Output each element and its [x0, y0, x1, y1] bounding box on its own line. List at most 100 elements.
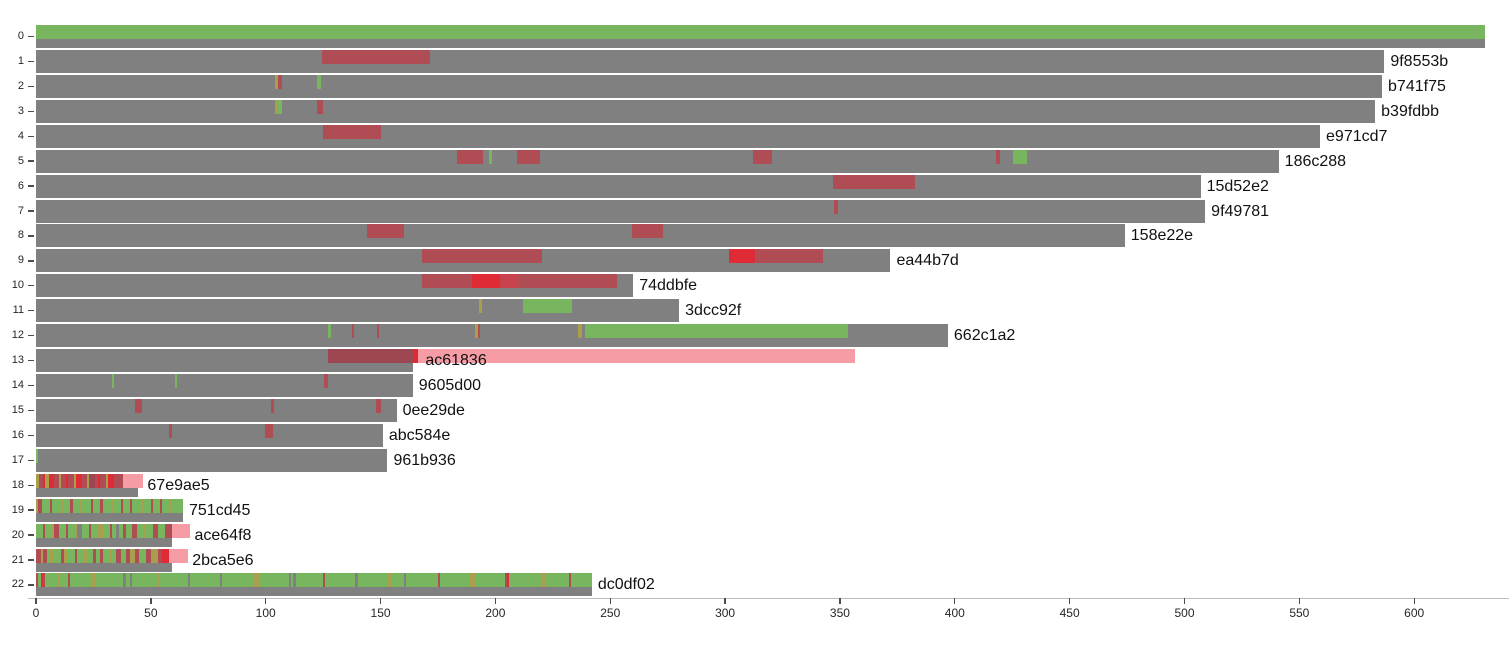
row-segment-red [996, 149, 1000, 164]
row-segment-red [70, 498, 73, 513]
row-segment-red [114, 473, 124, 488]
x-tick-mark [379, 597, 382, 604]
row-segment-green [102, 498, 112, 513]
y-tick-mark [27, 384, 34, 387]
row-segment-green [36, 523, 43, 538]
row-segment-green [41, 498, 50, 513]
y-tick-label: 17 [11, 453, 24, 466]
row-segment-red [324, 374, 328, 389]
x-tick-mark [839, 597, 841, 604]
commit-label: dc0df02 [597, 576, 655, 594]
row-segment-olive [91, 573, 96, 588]
x-tick-mark [494, 597, 497, 604]
row-segment-red [68, 573, 71, 588]
row-segment-crimson [412, 349, 419, 364]
commit-label: 2bca5e6 [192, 551, 254, 569]
row-segment-green [325, 573, 356, 588]
row-segment-crimson [728, 249, 755, 264]
row-segment-olive [36, 473, 40, 488]
row-segment-red [61, 548, 64, 563]
commit-label: 0ee29de [402, 401, 465, 419]
row-base-bar [36, 49, 1385, 73]
row-segment-red [100, 548, 103, 563]
row-segment-olive [52, 523, 55, 538]
row-segment-red [42, 573, 46, 588]
commit-label: b741f75 [1388, 77, 1446, 95]
commit-label: 158e22e [1130, 227, 1194, 245]
y-tick-label: 16 [11, 428, 24, 441]
x-tick-label: 200 [485, 605, 506, 620]
commit-label: 3dcc92f [685, 302, 742, 320]
x-tick-label: 550 [1289, 605, 1310, 620]
commit-label: 961b936 [393, 451, 456, 469]
row-segment-green [317, 74, 321, 89]
row-segment-green [111, 523, 117, 538]
row-segment-red [375, 398, 381, 413]
y-tick-mark [27, 334, 34, 337]
x-tick-label: 50 [144, 605, 158, 620]
x-tick-mark [35, 597, 37, 604]
row-segment-olive [274, 74, 279, 89]
row-segment-olive [63, 548, 69, 563]
row-segment-red [132, 523, 138, 538]
row-segment-green [81, 498, 92, 513]
row-segment-green [488, 149, 492, 164]
row-segment-red [116, 548, 121, 563]
row-segment-crimson [98, 473, 101, 488]
y-tick-mark [27, 260, 34, 262]
x-tick-label: 250 [600, 605, 621, 620]
row-base-bar [36, 374, 413, 398]
y-tick-mark [27, 459, 34, 461]
y-tick-mark [27, 185, 34, 187]
row-segment-green [222, 573, 255, 588]
row-segment-olive [58, 473, 62, 488]
row-segment-red [134, 398, 142, 413]
row-segment-olive [79, 498, 82, 513]
row-segment-gray2 [219, 573, 223, 588]
row-base-bar [36, 398, 397, 422]
row-segment-red [377, 324, 380, 339]
row-segment-green [86, 548, 94, 563]
row-segment-red [75, 548, 78, 563]
row-base-bar [36, 299, 680, 323]
row-segment-green [171, 498, 183, 513]
y-tick-label: 8 [17, 229, 24, 242]
row-segment-olive [141, 498, 144, 513]
row-segment-green [509, 573, 542, 588]
row-segment-red [457, 149, 483, 164]
row-segment-green [68, 548, 76, 563]
y-tick-label: 3 [17, 104, 24, 117]
y-tick-mark [27, 409, 34, 412]
y-tick-mark [27, 60, 34, 63]
commit-label: ac61836 [425, 352, 487, 370]
row-segment-green [132, 498, 142, 513]
row-segment-olive [274, 99, 278, 114]
x-tick-label: 300 [715, 605, 736, 620]
y-tick-mark [27, 534, 34, 536]
y-tick-label: 9 [17, 254, 24, 267]
row-segment-olive [75, 523, 78, 538]
row-segment-red [88, 523, 92, 538]
y-tick-label: 14 [11, 379, 24, 392]
y-tick-label: 20 [11, 528, 24, 541]
y-tick-label: 12 [11, 329, 24, 342]
row-segment-olive [86, 473, 89, 488]
row-segment-green [153, 498, 161, 513]
row-segment-red [134, 548, 140, 563]
row-segment-red [100, 498, 103, 513]
row-segment-green [139, 548, 147, 563]
y-tick-mark [27, 509, 34, 511]
row-segment-green [102, 548, 110, 563]
y-tick-mark [27, 484, 34, 486]
row-segment-red [351, 324, 355, 339]
y-tick-label: 5 [17, 154, 24, 167]
row-segment-green [143, 498, 151, 513]
row-segment-olive [169, 498, 172, 513]
row-segment-red [100, 473, 107, 488]
x-tick-mark [150, 597, 152, 604]
x-tick-mark [724, 597, 726, 604]
row-segment-olive [143, 523, 147, 538]
row-segment-red [160, 498, 163, 513]
commit-label: ea44b7d [896, 252, 959, 270]
